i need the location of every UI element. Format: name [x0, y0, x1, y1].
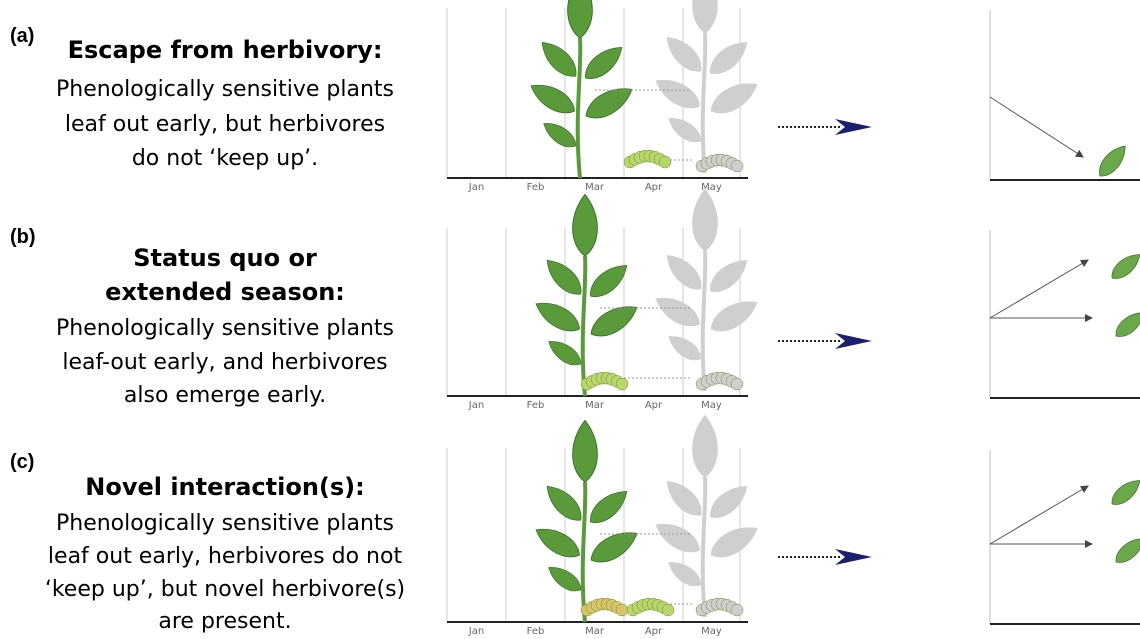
panel-description: Phenologically sensitive plants: [56, 511, 394, 536]
chewed-leaf: [1111, 254, 1140, 279]
panel-description: leaf out early, but herbivores: [65, 112, 385, 137]
caterpillar-segment: [615, 603, 629, 617]
leaf: [668, 118, 702, 143]
month-label: Apr: [645, 182, 663, 193]
month-label: Jan: [468, 400, 484, 411]
leaf: [585, 47, 623, 79]
month-label: May: [701, 182, 722, 193]
month-label: May: [701, 400, 722, 411]
panel-title: Escape from herbivory:: [68, 36, 383, 64]
leaf: [546, 259, 582, 295]
leaf: [543, 123, 577, 148]
panel-description: leaf out early, herbivores do not: [48, 544, 403, 569]
panel-title: Novel interaction(s):: [85, 473, 365, 501]
outcome-arrow: [989, 485, 1089, 545]
panel-description: do not ‘keep up’.: [132, 146, 318, 171]
caterpillar-segment: [730, 377, 744, 391]
panel-description: Phenologically sensitive plants: [56, 316, 394, 341]
month-label: Feb: [527, 400, 545, 411]
leaf: [692, 414, 718, 478]
leaf: [666, 480, 702, 516]
leaf: [710, 301, 758, 332]
stem: [700, 476, 708, 618]
leaf: [710, 486, 748, 518]
panel-description: leaf-out early, and herbivores: [62, 350, 387, 375]
leaf: [692, 0, 718, 34]
month-label: Feb: [527, 182, 545, 193]
leaf: [668, 336, 702, 361]
leaf: [692, 188, 718, 252]
leaf: [655, 523, 700, 553]
leaf: [710, 83, 758, 114]
caterpillar-segment: [661, 603, 675, 617]
caterpillar-segment: [615, 377, 629, 391]
panel-description: are present.: [158, 609, 291, 634]
month-label: Feb: [527, 626, 545, 637]
month-label: Jan: [468, 626, 484, 637]
leaf: [710, 260, 748, 292]
leaf: [548, 341, 582, 366]
stem: [580, 255, 588, 397]
stem: [700, 250, 708, 392]
caterpillar-segment: [658, 155, 672, 169]
caterpillar-segment: [730, 159, 744, 173]
leaf: [655, 79, 700, 109]
panel-description: also emerge early.: [124, 383, 326, 408]
month-label: Apr: [645, 400, 663, 411]
leaf: [585, 88, 633, 119]
plant: [655, 0, 758, 174]
leaf: [535, 302, 580, 332]
arrow-tip: [835, 333, 872, 349]
month-label: Apr: [645, 626, 663, 637]
plant: [535, 193, 638, 397]
month-label: May: [701, 626, 722, 637]
panel-title: Status quo or: [133, 244, 317, 272]
panel-label: (c): [10, 451, 34, 473]
month-label: Jan: [468, 182, 484, 193]
caterpillar-segment: [730, 603, 744, 617]
chewed-leaf: [1115, 312, 1140, 337]
leaf: [530, 84, 575, 114]
leaf: [1099, 145, 1126, 177]
plant: [535, 419, 638, 623]
panel-label: (b): [10, 226, 36, 248]
plant: [655, 414, 758, 618]
leaf: [710, 527, 758, 558]
stem: [580, 481, 588, 623]
stem: [575, 37, 583, 179]
outcome-arrow: [989, 259, 1089, 319]
outcome-arrow: [989, 96, 1084, 158]
leaf: [655, 297, 700, 327]
leaf: [590, 532, 638, 563]
panel-description: Phenologically sensitive plants: [56, 77, 394, 102]
arrow-tip: [835, 549, 872, 565]
panel-description: ‘keep up’, but novel herbivore(s): [45, 577, 405, 602]
month-label: Mar: [585, 182, 605, 193]
stem: [700, 32, 708, 174]
leaf: [572, 193, 598, 257]
leaf: [668, 562, 702, 587]
leaf: [710, 42, 748, 74]
leaf: [546, 485, 582, 521]
panel-label: (a): [10, 25, 34, 47]
month-label: Mar: [585, 400, 605, 411]
leaf: [535, 528, 580, 558]
chewed-leaf: [1111, 480, 1140, 505]
leaf: [572, 419, 598, 483]
plant: [655, 188, 758, 392]
chewed-leaf: [1115, 538, 1140, 563]
leaf: [666, 254, 702, 290]
leaf: [590, 265, 628, 297]
month-label: Mar: [585, 626, 605, 637]
plant: [530, 0, 633, 179]
leaf: [590, 306, 638, 337]
leaf: [567, 0, 593, 39]
leaf: [590, 491, 628, 523]
panel-title: extended season:: [105, 278, 345, 306]
leaf: [541, 41, 577, 77]
leaf: [548, 567, 582, 592]
arrow-tip: [835, 119, 872, 135]
leaf: [666, 36, 702, 72]
